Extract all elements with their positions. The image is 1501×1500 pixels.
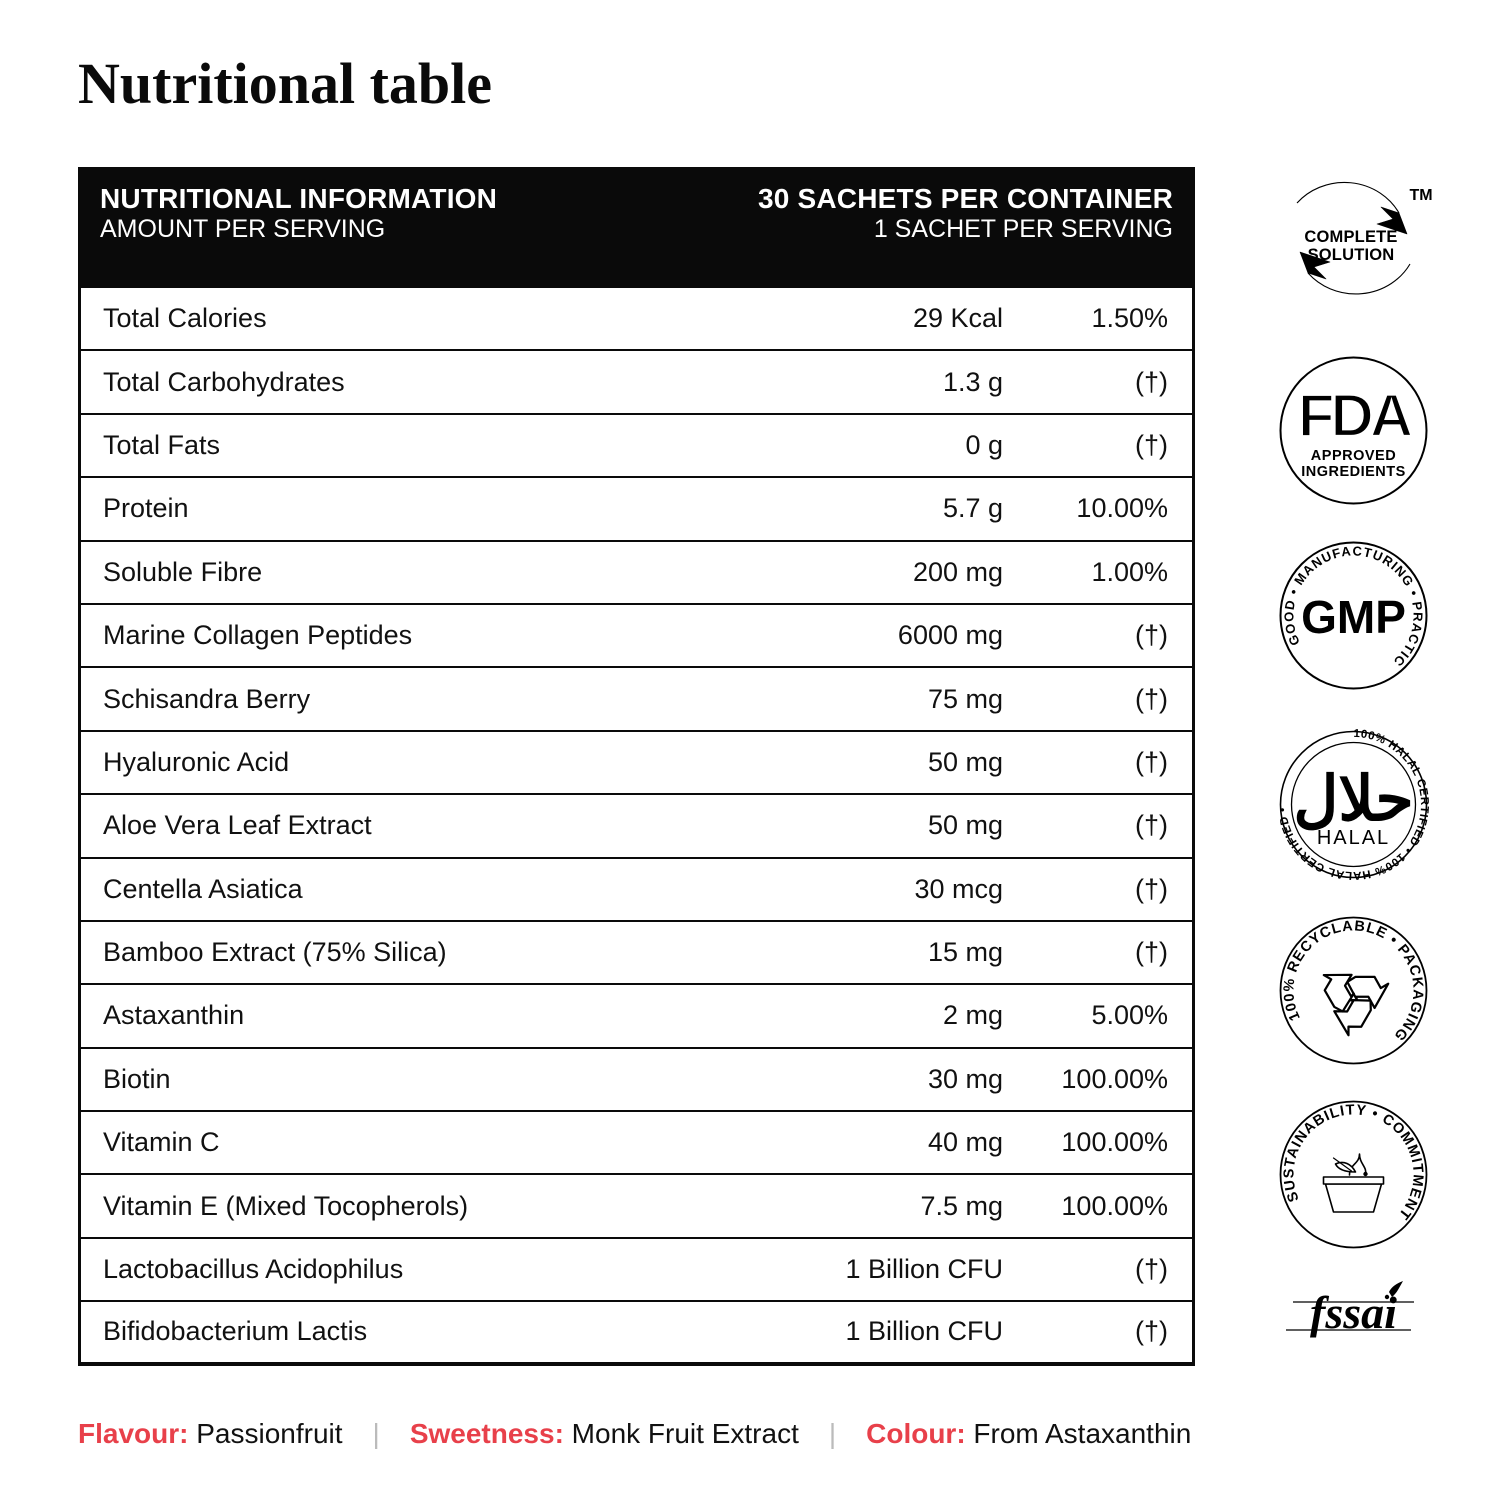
svg-text:HALAL: HALAL (1317, 827, 1390, 849)
svg-text:TM: TM (1409, 187, 1432, 204)
svg-text:FDA: FDA (1298, 382, 1412, 449)
svg-text:حلال: حلال (1293, 766, 1413, 834)
svg-text:COMPLETE: COMPLETE (1304, 228, 1397, 246)
svg-text:SOLUTION: SOLUTION (1308, 246, 1395, 264)
svg-text:APPROVED: APPROVED (1311, 448, 1396, 464)
svg-text:INGREDIENTS: INGREDIENTS (1301, 464, 1406, 480)
svg-text:GMP: GMP (1301, 591, 1406, 643)
